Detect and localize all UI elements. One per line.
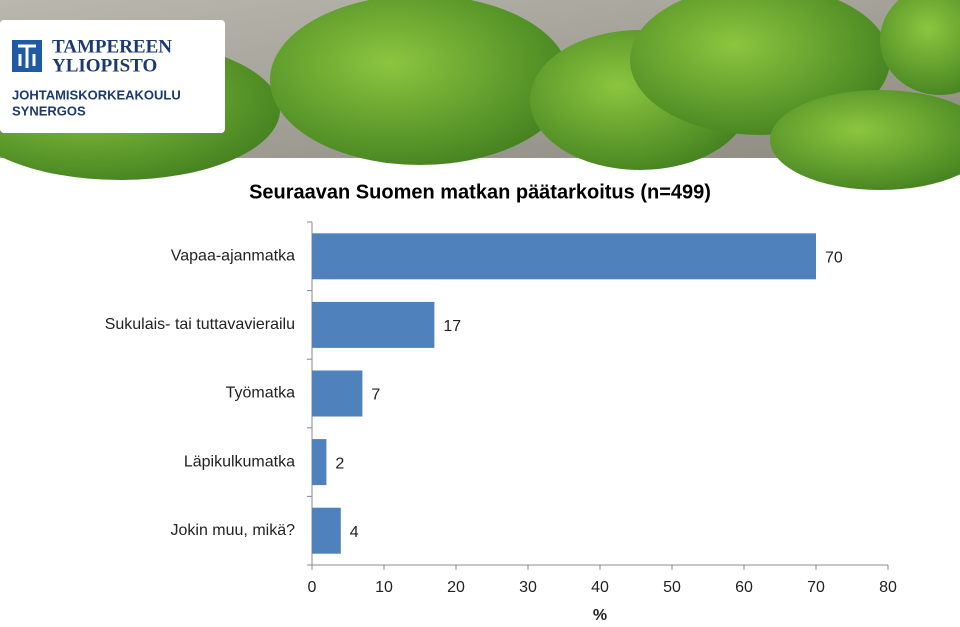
value-label: 70 xyxy=(825,250,843,267)
value-label: 17 xyxy=(443,318,461,335)
y-tick-label: Läpikulkumatka xyxy=(184,453,295,470)
banner xyxy=(0,0,960,190)
x-tick-label: 40 xyxy=(591,579,609,596)
x-tick-label: 70 xyxy=(807,579,825,596)
x-tick-label: 10 xyxy=(375,579,393,596)
y-tick-label: Työmatka xyxy=(226,385,295,402)
x-axis-label: % xyxy=(593,607,607,622)
logo-text: JOHTAMISKORKEAKOULU xyxy=(12,87,181,102)
x-tick-label: 80 xyxy=(879,579,897,596)
x-tick-label: 20 xyxy=(447,579,465,596)
logo-text: SYNERGOS xyxy=(12,103,86,118)
logo-text: YLIOPISTO xyxy=(52,55,157,76)
y-tick-label: Sukulais- tai tuttavavierailu xyxy=(105,316,295,333)
y-tick-label: Jokin muu, mikä? xyxy=(171,522,296,539)
logo-text: TAMPEREEN xyxy=(52,36,172,57)
bar xyxy=(312,439,327,486)
value-label: 7 xyxy=(371,387,380,404)
x-tick-label: 50 xyxy=(663,579,681,596)
x-tick-label: 60 xyxy=(735,579,753,596)
value-label: 2 xyxy=(335,455,344,472)
x-tick-label: 30 xyxy=(519,579,537,596)
bar xyxy=(312,370,363,417)
bar xyxy=(312,301,435,348)
value-label: 4 xyxy=(350,524,359,541)
chart-title: Seuraavan Suomen matkan päätarkoitus (n=… xyxy=(249,181,711,203)
y-tick-label: Vapaa-ajanmatka xyxy=(171,248,295,265)
bar xyxy=(312,507,341,554)
x-tick-label: 0 xyxy=(308,579,317,596)
bar xyxy=(312,233,816,280)
